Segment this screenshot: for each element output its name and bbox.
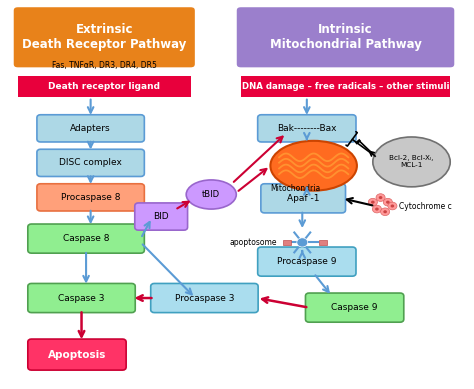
Text: Bcl-2, Bcl-Xₗ,
MCL-1: Bcl-2, Bcl-Xₗ, MCL-1 (389, 156, 434, 168)
Circle shape (391, 205, 394, 208)
Text: DNA damage – free radicals – other stimuli: DNA damage – free radicals – other stimu… (242, 82, 449, 91)
Text: Caspase 3: Caspase 3 (58, 294, 105, 303)
Bar (241, 75, 450, 97)
FancyBboxPatch shape (151, 284, 258, 313)
Circle shape (376, 194, 385, 202)
FancyBboxPatch shape (12, 6, 196, 69)
FancyBboxPatch shape (28, 224, 145, 253)
Text: apoptosome: apoptosome (230, 238, 277, 247)
Text: Bak--------Bax: Bak--------Bax (277, 124, 337, 133)
FancyBboxPatch shape (236, 6, 456, 69)
FancyBboxPatch shape (37, 149, 145, 177)
FancyBboxPatch shape (28, 339, 126, 370)
Text: Procaspase 3: Procaspase 3 (175, 294, 234, 303)
Circle shape (383, 210, 387, 213)
Circle shape (373, 205, 382, 213)
Circle shape (381, 208, 390, 216)
Circle shape (388, 202, 397, 210)
Text: tBID: tBID (202, 190, 220, 199)
Ellipse shape (186, 180, 236, 209)
Text: Extrinsic
Death Receptor Pathway: Extrinsic Death Receptor Pathway (22, 23, 186, 51)
Text: Cytochrome c: Cytochrome c (399, 202, 452, 210)
Circle shape (383, 198, 392, 206)
Ellipse shape (271, 141, 357, 191)
Bar (319, 240, 328, 245)
FancyBboxPatch shape (135, 203, 188, 230)
Circle shape (375, 208, 379, 210)
Text: Apaf -1: Apaf -1 (287, 194, 319, 203)
Text: Procaspase 9: Procaspase 9 (277, 257, 337, 266)
Text: Caspase 9: Caspase 9 (331, 303, 378, 312)
Ellipse shape (373, 137, 450, 187)
Circle shape (386, 201, 390, 204)
Text: Adapters: Adapters (70, 124, 111, 133)
Text: Caspase 8: Caspase 8 (63, 234, 109, 243)
FancyBboxPatch shape (37, 184, 145, 211)
Text: Death receptor ligand: Death receptor ligand (48, 82, 160, 91)
Text: Mitochondria: Mitochondria (271, 184, 321, 193)
Text: Intrinsic
Mitochondrial Pathway: Intrinsic Mitochondrial Pathway (270, 23, 421, 51)
Bar (18, 75, 191, 97)
Text: Apoptosis: Apoptosis (48, 350, 106, 359)
Circle shape (371, 201, 374, 204)
Text: DISC complex: DISC complex (59, 158, 122, 167)
FancyBboxPatch shape (37, 115, 145, 142)
Bar (283, 240, 291, 245)
FancyBboxPatch shape (28, 284, 135, 313)
Text: Procaspase 8: Procaspase 8 (61, 193, 120, 202)
Text: Fas, TNFαR, DR3, DR4, DR5: Fas, TNFαR, DR3, DR4, DR5 (52, 61, 157, 70)
Circle shape (297, 238, 308, 247)
FancyBboxPatch shape (305, 293, 404, 322)
FancyBboxPatch shape (258, 115, 356, 142)
Circle shape (379, 196, 383, 199)
Circle shape (368, 198, 377, 206)
FancyBboxPatch shape (258, 247, 356, 276)
Text: BID: BID (154, 212, 169, 221)
FancyBboxPatch shape (261, 184, 346, 213)
